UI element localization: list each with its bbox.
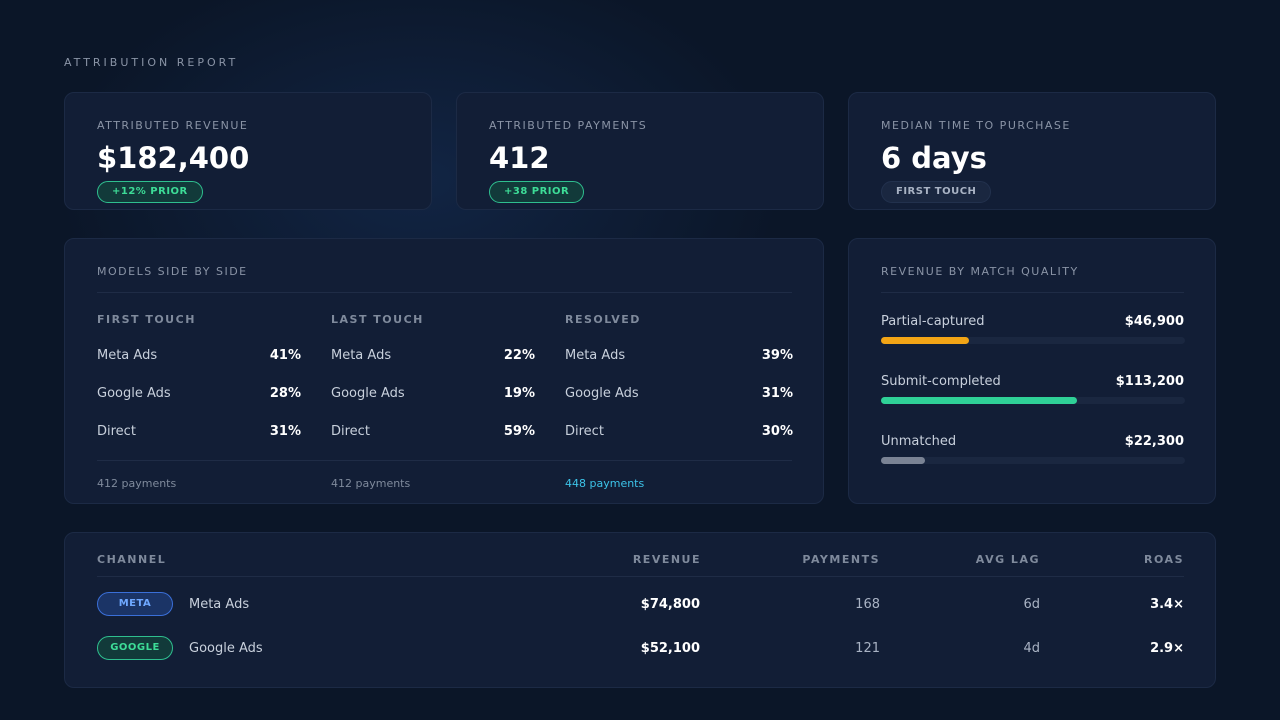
model-row-name: Direct bbox=[331, 424, 370, 439]
model-row-name: Direct bbox=[97, 424, 136, 439]
channel-avg-lag: 6d bbox=[1023, 597, 1040, 612]
quality-value: $46,900 bbox=[1124, 314, 1184, 329]
match-quality-card: REVENUE BY MATCH QUALITY Partial-capture… bbox=[848, 238, 1216, 504]
channel-table: CHANNEL REVENUE PAYMENTS AVG LAG ROAS ME… bbox=[64, 532, 1216, 688]
channel-roas: 2.9× bbox=[1150, 641, 1184, 656]
model-row-name: Google Ads bbox=[331, 386, 405, 401]
model-row-name: Google Ads bbox=[97, 386, 171, 401]
column-header-payments: PAYMENTS bbox=[802, 553, 880, 566]
model-footer-count: 448 payments bbox=[565, 477, 645, 490]
channel-tag-meta: META bbox=[97, 592, 173, 616]
model-row-pct: 39% bbox=[761, 348, 793, 363]
column-header-avg-lag: AVG LAG bbox=[975, 553, 1040, 566]
channel-name: Meta Ads bbox=[189, 597, 250, 612]
models-card: MODELS SIDE BY SIDE FIRST TOUCH Meta Ads… bbox=[64, 238, 824, 504]
kpi-label: ATTRIBUTED REVENUE bbox=[97, 119, 249, 132]
model-row-pct: 28% bbox=[269, 386, 301, 401]
kpi-badge: +12% PRIOR bbox=[97, 181, 203, 203]
divider bbox=[97, 292, 792, 293]
model-row-pct: 19% bbox=[503, 386, 535, 401]
column-header-roas: ROAS bbox=[1144, 553, 1184, 566]
quality-value: $22,300 bbox=[1124, 434, 1184, 449]
channel-tag-google: GOOGLE bbox=[97, 636, 173, 660]
channel-roas: 3.4× bbox=[1150, 597, 1184, 612]
model-row-pct: 41% bbox=[269, 348, 301, 363]
kpi-label: MEDIAN TIME TO PURCHASE bbox=[881, 119, 1071, 132]
quality-bar-track bbox=[881, 337, 1185, 344]
model-footer-count: 412 payments bbox=[331, 477, 411, 490]
channel-revenue: $52,100 bbox=[640, 641, 700, 656]
model-row-name: Direct bbox=[565, 424, 604, 439]
channel-avg-lag: 4d bbox=[1023, 641, 1040, 656]
quality-name: Partial-captured bbox=[881, 314, 985, 329]
quality-name: Unmatched bbox=[881, 434, 957, 449]
channel-payments: 121 bbox=[855, 641, 880, 656]
kpi-badge: FIRST TOUCH bbox=[881, 181, 992, 203]
model-row-pct: 31% bbox=[761, 386, 793, 401]
quality-value: $113,200 bbox=[1115, 374, 1184, 389]
model-row-pct: 30% bbox=[761, 424, 793, 439]
kpi-value: 6 days bbox=[881, 141, 987, 175]
channel-revenue: $74,800 bbox=[640, 597, 700, 612]
divider bbox=[97, 576, 1184, 577]
model-heading-resolved: RESOLVED bbox=[565, 313, 641, 326]
channel-payments: 168 bbox=[855, 597, 880, 612]
model-row-name: Meta Ads bbox=[331, 348, 392, 363]
model-row-pct: 31% bbox=[269, 424, 301, 439]
kpi-card-time-to-purchase: MEDIAN TIME TO PURCHASE 6 days FIRST TOU… bbox=[848, 92, 1216, 210]
page-title: ATTRIBUTION REPORT bbox=[64, 56, 239, 69]
model-row-pct: 22% bbox=[503, 348, 535, 363]
model-row-name: Meta Ads bbox=[97, 348, 158, 363]
quality-bar-fill bbox=[881, 457, 926, 464]
kpi-badge: +38 PRIOR bbox=[489, 181, 585, 203]
models-title: MODELS SIDE BY SIDE bbox=[97, 265, 248, 278]
kpi-value: $182,400 bbox=[97, 141, 250, 175]
divider bbox=[97, 460, 792, 461]
quality-bar-fill bbox=[881, 337, 970, 344]
match-quality-title: REVENUE BY MATCH QUALITY bbox=[881, 265, 1079, 278]
model-row-name: Meta Ads bbox=[565, 348, 626, 363]
kpi-card-revenue: ATTRIBUTED REVENUE $182,400 +12% PRIOR bbox=[64, 92, 432, 210]
quality-bar-track bbox=[881, 457, 1185, 464]
column-header-channel: CHANNEL bbox=[97, 553, 167, 566]
model-heading-last-touch: LAST TOUCH bbox=[331, 313, 424, 326]
divider bbox=[881, 292, 1184, 293]
quality-name: Submit-completed bbox=[881, 374, 1001, 389]
kpi-card-payments: ATTRIBUTED PAYMENTS 412 +38 PRIOR bbox=[456, 92, 824, 210]
kpi-label: ATTRIBUTED PAYMENTS bbox=[489, 119, 648, 132]
model-footer-count: 412 payments bbox=[97, 477, 177, 490]
kpi-value: 412 bbox=[489, 141, 550, 175]
model-row-name: Google Ads bbox=[565, 386, 639, 401]
channel-name: Google Ads bbox=[189, 641, 263, 656]
quality-bar-fill bbox=[881, 397, 1078, 404]
quality-bar-track bbox=[881, 397, 1185, 404]
column-header-revenue: REVENUE bbox=[632, 553, 701, 566]
model-row-pct: 59% bbox=[503, 424, 535, 439]
model-heading-first-touch: FIRST TOUCH bbox=[97, 313, 196, 326]
